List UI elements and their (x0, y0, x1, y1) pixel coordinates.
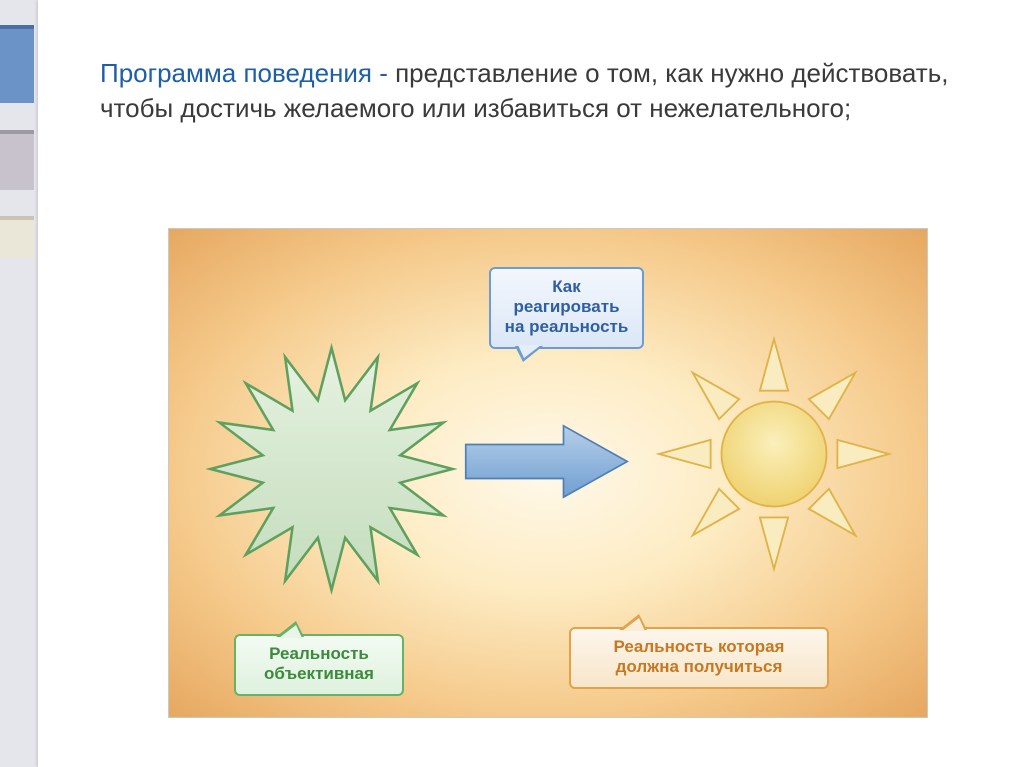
callout-orange-tail (619, 614, 647, 630)
callout-blue-tail (515, 346, 543, 362)
accent-bar-3 (0, 216, 34, 258)
callout-orange: Реальность которая должна получиться (569, 627, 829, 689)
accent-bar-1 (0, 25, 34, 103)
callout-green-text: Реальность объективная (264, 644, 374, 683)
callout-green-tail (276, 621, 304, 637)
callout-orange-text: Реальность которая должна получиться (614, 637, 785, 676)
starburst-shape (204, 339, 459, 599)
callout-blue-text: Как реагировать на реальность (505, 277, 629, 336)
heading-term: Программа поведения - (100, 58, 395, 88)
diagram-canvas: Как реагировать на реальность Реальность… (168, 228, 928, 718)
sun-shape (649, 329, 899, 579)
heading: Программа поведения - представление о то… (100, 56, 980, 126)
callout-blue: Как реагировать на реальность (489, 267, 644, 349)
accent-bar-2 (0, 130, 34, 190)
callout-green: Реальность объективная (234, 634, 404, 696)
arrow-shape (454, 419, 639, 504)
slide: Программа поведения - представление о то… (38, 0, 1024, 767)
